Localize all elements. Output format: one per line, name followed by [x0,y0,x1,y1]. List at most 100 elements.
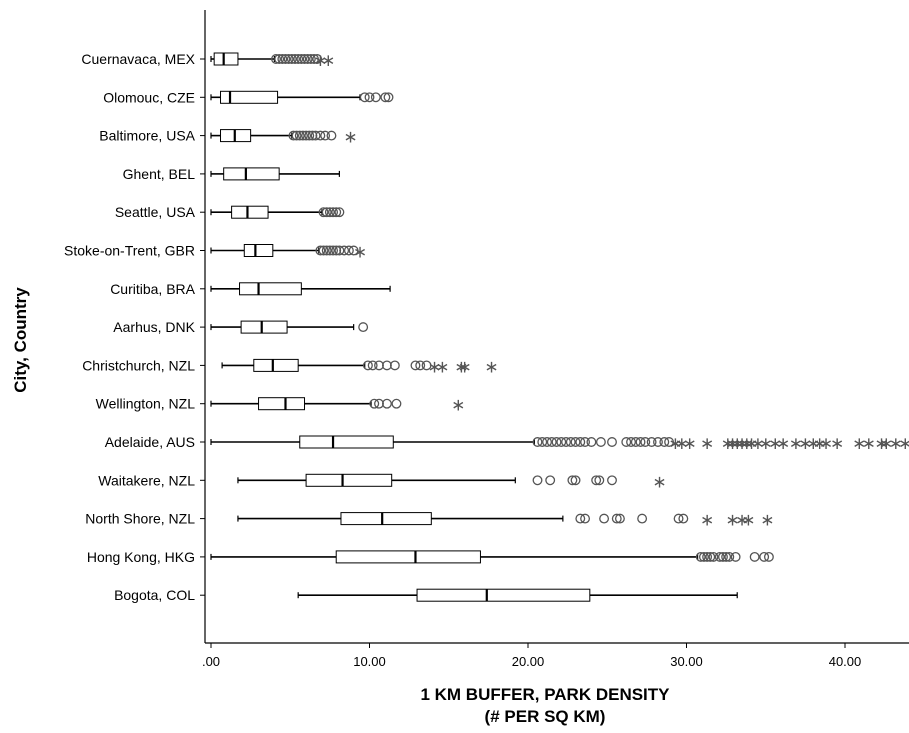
boxplot-row: ∗∗∗∗∗ [221,357,499,377]
outlier-circle [567,475,578,486]
outlier-circle [653,437,663,447]
outlier-circle [532,437,543,447]
y-tick-label: Hong Kong, HKG [87,549,195,565]
outlier-circle [607,475,617,486]
box [220,90,279,104]
outlier-circle [721,551,732,562]
outlier-circle [380,92,391,103]
outlier-circle [545,475,556,486]
outlier-circle [570,437,581,447]
outlier-circle [532,475,543,486]
extreme-asterisk: ∗ [874,434,888,454]
extreme-asterisk: ∗ [789,434,803,454]
outlier-circle [556,437,567,447]
outlier-circle [580,437,591,447]
y-tick-label: Seattle, USA [115,204,196,220]
extreme-asterisk: ∗ [898,434,909,454]
outlier-circle [274,54,285,64]
outlier-circle [664,437,675,447]
extreme-asterisk: ∗ [741,511,755,531]
outlier-circle [537,437,548,447]
outlier-circle [309,54,319,64]
outlier-circle [637,513,648,524]
extreme-asterisk: ∗ [760,511,774,531]
boxplot-row [210,282,391,296]
box [223,167,280,181]
extreme-asterisk: ∗ [852,434,866,454]
x-axis-ticks: .00 10.00 20.00 30.00 40.00 [202,643,861,669]
outlier-circle [614,513,625,524]
outlier-circle [546,437,557,447]
boxplot-row: ∗∗∗ ∗ ∗∗∗∗∗∗∗∗∗∗∗∗∗∗∗∗ ∗∗∗∗∗∗ [210,434,909,454]
boxplot-row: ∗ [237,472,667,492]
outlier-circle [283,54,294,64]
y-tick-label: North Shore, NZL [85,511,195,527]
boxplot-row: ∗∗ [210,51,335,71]
outlier-circle [359,92,370,103]
box [253,358,299,372]
outlier-circle [296,54,307,64]
outlier-circle [293,54,304,64]
box [340,512,432,526]
y-tick-label: Baltimore, USA [99,128,195,144]
y-tick-label: Cuernavaca, MEX [81,51,195,67]
outlier-circle [695,551,706,562]
outlier-circle [702,551,713,562]
box [240,320,288,334]
outlier-circle [705,551,716,562]
outlier-circle [301,130,312,141]
outlier-circle [640,437,651,447]
extreme-asterisk: ∗ [343,128,357,148]
outlier-circle [294,130,305,141]
extreme-asterisk: ∗ [768,434,782,454]
outlier-circle [331,207,342,218]
outlier-circle [673,513,684,524]
outlier-circle [621,437,632,447]
outlier-circle [297,130,308,141]
outlier-circle [277,54,288,64]
axes [204,10,909,644]
y-tick-label: Waitakere, NZL [98,472,195,488]
box [335,550,481,564]
extreme-asterisk: ∗ [435,357,449,377]
outlier-circle [421,360,432,371]
outlier-circle [586,437,597,447]
outlier-circle [374,360,384,371]
outlier-circle [321,245,332,256]
x-axis-title-line1: 1 KM BUFFER, PARK DENSITY [420,685,670,704]
outlier-circle [542,437,552,447]
boxplot-row: ∗ [210,396,465,416]
outlier-circle [286,54,297,64]
outlier-circle [369,398,380,409]
extreme-asterisk: ∗ [451,396,465,416]
outlier-circle [348,245,359,256]
y-tick-label: Christchurch, NZL [82,357,195,373]
y-tick-label: Curitiba, BRA [110,281,195,297]
outlier-circle [271,54,281,64]
extreme-asterisk: ∗ [798,434,812,454]
extreme-asterisk: ∗ [735,434,749,454]
box [243,244,274,257]
extreme-asterisk: ∗ [759,434,773,454]
outlier-circle [367,360,378,371]
extreme-asterisk: ∗ [751,434,765,454]
outlier-circle [315,130,326,141]
outlier-circle [611,513,622,524]
y-tick-label: Olomouc, CZE [103,89,195,105]
outlier-circle [763,551,774,562]
extreme-asterisk: ∗ [830,434,844,454]
y-tick-label: Bogota, COL [114,587,195,603]
extreme-asterisk: ∗ [700,511,714,531]
extreme-asterisk: ∗ [484,357,498,377]
outlier-circle [328,245,338,256]
outlier-circle [310,130,321,141]
plot-area: ∗∗∗∗∗∗ ∗∗ ∗∗∗∗∗ ∗ ∗∗∗∗∗∗∗∗∗∗∗∗∗∗∗∗ ∗∗∗∗∗∗∗∗ ∗∗… [210,51,909,602]
extreme-asterisk: ∗ [721,434,735,454]
outlier-circle [302,54,313,64]
boxplot-row [210,167,340,181]
outlier-circle [343,245,354,256]
x-tick-label: 30.00 [670,654,703,669]
outlier-circle [304,130,315,141]
extreme-asterisk: ∗ [668,434,682,454]
outlier-circle [730,551,741,562]
